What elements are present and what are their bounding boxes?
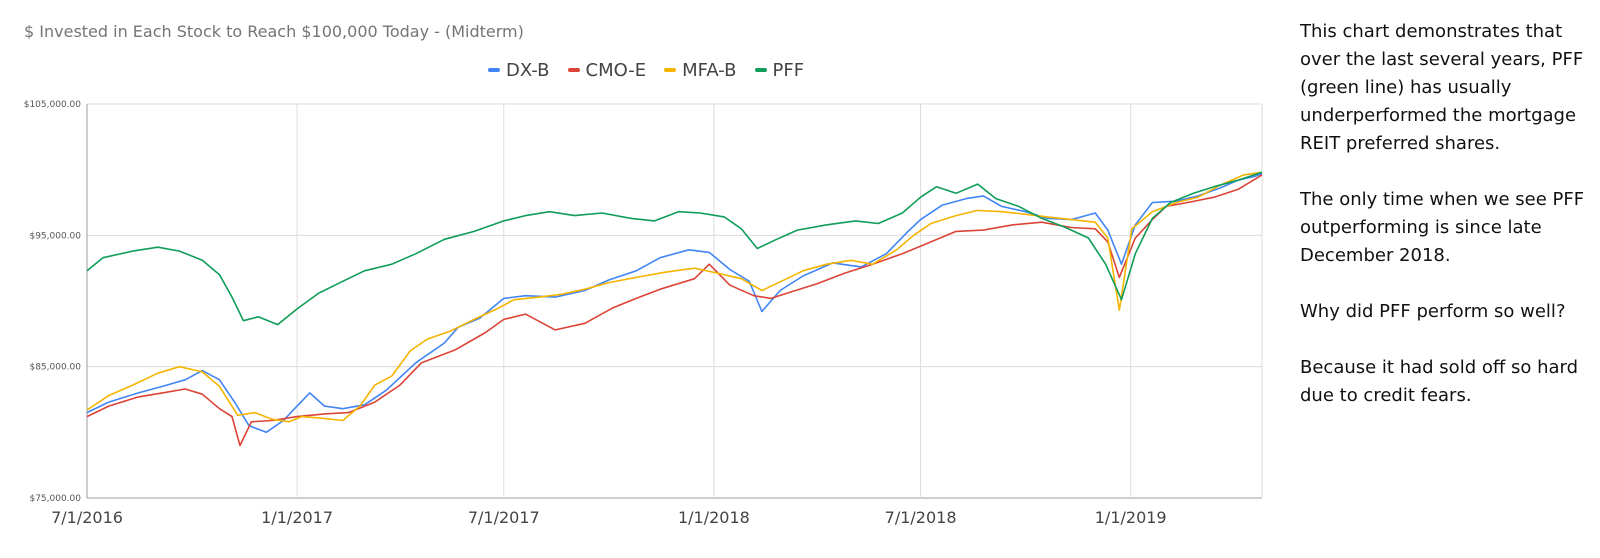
- commentary-paragraph-4: Because it had sold off so hard due to c…: [1300, 357, 1579, 406]
- y-tick-label: $95,000.00: [29, 231, 81, 241]
- legend-label-cmo-e: CMO-E: [585, 59, 647, 81]
- x-tick-label: 1/1/2018: [678, 508, 750, 527]
- x-tick-label: 7/1/2016: [51, 508, 123, 527]
- commentary-paragraph-2: The only time when we see PFF outperform…: [1300, 189, 1585, 266]
- x-tick-label: 1/1/2017: [261, 508, 333, 527]
- legend-label-pff: PFF: [772, 59, 805, 81]
- y-tick-label: $85,000.00: [29, 363, 81, 373]
- x-tick-label: 1/1/2019: [1095, 508, 1167, 527]
- legend-label-dx-b: DX-B: [506, 59, 550, 81]
- legend-item-pff[interactable]: PFF: [754, 59, 805, 81]
- chart-legend: DX-B CMO-E MFA-B PFF: [488, 58, 822, 82]
- legend-swatch-pff: [754, 68, 767, 72]
- legend-swatch-dx-b: [488, 68, 500, 72]
- legend-item-dx-b[interactable]: DX-B: [488, 60, 550, 81]
- commentary-paragraph-1: This chart demonstrates that over the la…: [1300, 21, 1584, 154]
- legend-swatch-mfa-b: [664, 68, 677, 72]
- legend-swatch-cmo-e: [567, 68, 580, 72]
- x-tick-label: 7/1/2017: [468, 508, 540, 527]
- commentary-paragraph-3: Why did PFF perform so well?: [1300, 301, 1566, 322]
- legend-label-mfa-b: MFA-B: [682, 59, 737, 81]
- commentary-panel: This chart demonstrates that over the la…: [1300, 18, 1590, 438]
- legend-item-mfa-b[interactable]: MFA-B: [664, 59, 737, 81]
- chart-title: $ Invested in Each Stock to Reach $100,0…: [24, 22, 524, 41]
- series-line-cmo-e: [86, 174, 1263, 447]
- line-chart: $75,000.00 $85,000.00 $95,000.00 $105,000.0…: [24, 100, 1263, 527]
- series-line-dx-b: [86, 172, 1263, 434]
- series-line-mfa-b: [86, 171, 1263, 423]
- series-line-pff: [86, 171, 1263, 326]
- y-tick-label: $75,000.00: [29, 494, 81, 504]
- x-tick-label: 7/1/2018: [885, 508, 957, 527]
- legend-item-cmo-e[interactable]: CMO-E: [567, 59, 647, 81]
- y-tick-label: $105,000.00: [24, 100, 82, 110]
